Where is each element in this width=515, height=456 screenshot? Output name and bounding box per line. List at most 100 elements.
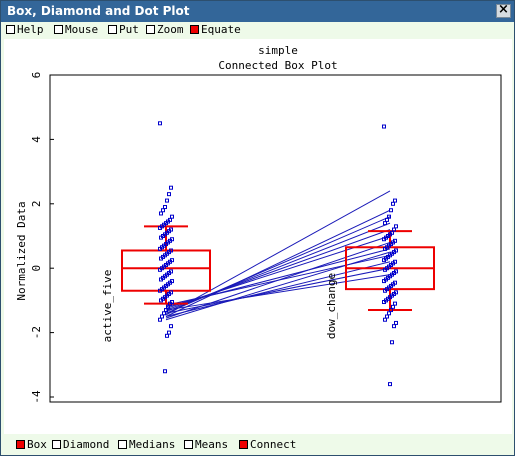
data-point: [158, 317, 162, 322]
data-point: [385, 314, 389, 319]
data-point: [158, 267, 162, 272]
connection-line: [165, 209, 391, 317]
connect-label: Connect: [250, 438, 297, 451]
y-tick-label: -2: [30, 326, 43, 339]
data-point: [169, 324, 173, 329]
data-point: [159, 277, 163, 282]
chart-title: simple: [258, 44, 298, 57]
data-point: [169, 185, 173, 190]
diamond-checkbox-box[interactable]: [52, 440, 61, 449]
data-point: [159, 256, 163, 261]
y-tick-label: 2: [30, 200, 43, 207]
help-label: Help: [17, 23, 44, 36]
box-checkbox-box[interactable]: [16, 440, 25, 449]
data-point: [158, 121, 162, 126]
connection-line: [165, 261, 391, 317]
y-tick-label: 6: [30, 72, 43, 79]
data-point: [387, 311, 391, 316]
y-tick-label: 4: [30, 136, 43, 143]
equate-checkbox-box[interactable]: [190, 25, 199, 34]
data-point: [159, 235, 163, 240]
connection-line: [165, 254, 391, 306]
data-point: [392, 227, 396, 232]
close-button[interactable]: ×: [496, 2, 511, 18]
top-toolbar: Help Mouse Put Zoom Equate: [1, 22, 514, 37]
window-title: Box, Diamond and Dot Plot: [7, 4, 190, 18]
y-axis-ticks: -4 -2 0 2 4 6: [30, 72, 54, 404]
data-point: [167, 330, 171, 335]
close-icon: ×: [498, 2, 509, 17]
means-checkbox-box[interactable]: [184, 440, 193, 449]
diamond-label: Diamond: [63, 438, 110, 451]
data-point: [383, 221, 387, 226]
data-point: [393, 198, 397, 203]
diamond-checkbox[interactable]: Diamond: [52, 438, 109, 451]
data-point: [158, 288, 162, 293]
data-point: [163, 369, 167, 374]
data-point: [394, 224, 398, 229]
data-point: [391, 201, 395, 206]
title-bar[interactable]: Box, Diamond and Dot Plot ×: [1, 1, 514, 22]
data-point: [167, 192, 171, 197]
series-label-dow-change: dow_change: [325, 273, 338, 339]
connection-line: [165, 251, 391, 321]
mouse-checkbox-box[interactable]: [54, 25, 63, 34]
zoom-checkbox[interactable]: Zoom: [146, 23, 184, 36]
put-checkbox[interactable]: Put: [108, 23, 139, 36]
equate-checkbox[interactable]: Equate: [190, 23, 241, 36]
connect-checkbox[interactable]: Connect: [239, 438, 296, 451]
points-layer: [158, 121, 398, 387]
put-checkbox-box[interactable]: [108, 25, 117, 34]
connect-checkbox-box[interactable]: [239, 440, 248, 449]
data-point: [382, 279, 386, 284]
data-point: [161, 208, 165, 213]
connection-line: [165, 274, 391, 311]
means-label: Means: [195, 438, 229, 451]
plot-area-frame: [49, 74, 502, 403]
data-point: [382, 300, 386, 305]
data-point: [388, 382, 392, 387]
data-point: [383, 246, 387, 251]
data-point: [160, 314, 164, 319]
series-label-active-five: active_five: [101, 270, 114, 343]
medians-checkbox-box[interactable]: [118, 440, 127, 449]
means-checkbox[interactable]: Means: [184, 438, 228, 451]
help-checkbox[interactable]: Help: [6, 23, 44, 36]
connection-line: [165, 267, 391, 314]
put-label: Put: [119, 23, 139, 36]
bottom-toolbar: Box Diamond Medians Means Connect: [1, 437, 514, 452]
data-point: [393, 301, 397, 306]
y-tick-label: -4: [30, 390, 43, 404]
box-plot-chart: simple Connected Box Plot Normalized Dat…: [15, 44, 502, 404]
zoom-checkbox-box[interactable]: [146, 25, 155, 34]
connection-lines: [165, 190, 391, 321]
data-point: [383, 267, 387, 272]
data-point: [383, 317, 387, 322]
y-tick-label: 0: [30, 265, 43, 272]
help-checkbox-box[interactable]: [6, 25, 15, 34]
data-point: [158, 225, 162, 230]
data-point: [390, 340, 394, 345]
data-point: [382, 124, 386, 129]
data-point: [170, 214, 174, 219]
medians-label: Medians: [129, 438, 176, 451]
box-label: Box: [27, 438, 47, 451]
zoom-label: Zoom: [157, 23, 184, 36]
mouse-label: Mouse: [65, 23, 99, 36]
medians-checkbox[interactable]: Medians: [118, 438, 175, 451]
data-point: [385, 217, 389, 222]
data-point: [383, 288, 387, 293]
data-point: [389, 208, 393, 213]
mouse-checkbox[interactable]: Mouse: [54, 23, 98, 36]
data-point: [158, 246, 162, 251]
data-point: [162, 311, 166, 316]
data-point: [382, 237, 386, 242]
equate-label: Equate: [201, 23, 241, 36]
plot-canvas[interactable]: simple Connected Box Plot Normalized Dat…: [4, 39, 512, 434]
data-point: [159, 298, 163, 303]
data-point: [382, 258, 386, 263]
y-axis-label: Normalized Data: [15, 201, 28, 300]
data-point: [166, 304, 170, 309]
connection-line: [165, 190, 391, 316]
box-checkbox[interactable]: Box: [16, 438, 47, 451]
